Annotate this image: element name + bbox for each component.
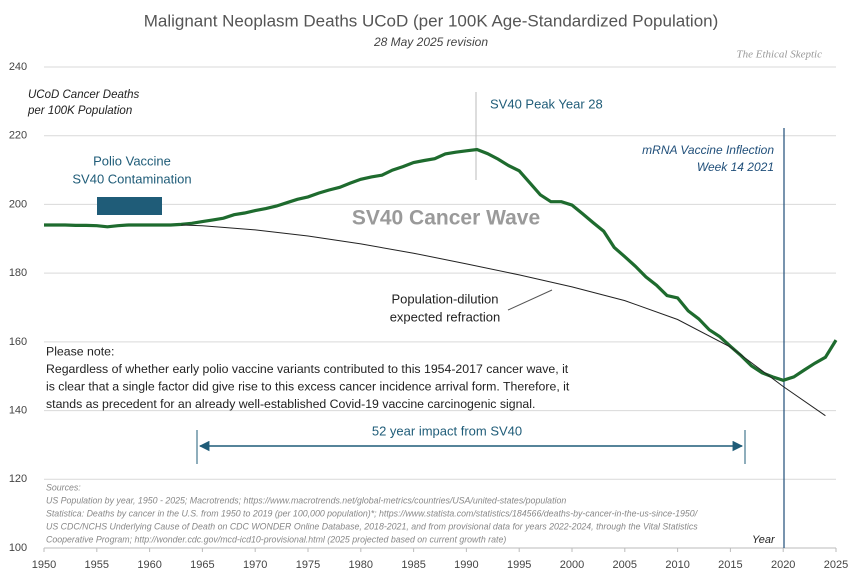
x-tick-label: 1985 [401, 559, 425, 571]
y-tick-label: 140 [9, 404, 27, 416]
annotation: SV40 Cancer Wave [352, 207, 540, 230]
note-line: stands as precedent for an already well-… [46, 397, 535, 411]
x-axis-label: Year [752, 534, 776, 546]
y-tick-label: 240 [9, 61, 27, 73]
watermark: The Ethical Skeptic [736, 49, 822, 61]
annotation: mRNA Vaccine Inflection [642, 143, 774, 157]
note-line: Regardless of whether early polio vaccin… [46, 362, 569, 376]
source-line: US CDC/NCHS Underlying Cause of Death on… [46, 521, 698, 531]
chart-title: Malignant Neoplasm Deaths UCoD (per 100K… [144, 11, 719, 30]
x-tick-label: 2015 [718, 559, 742, 571]
y-tick-label: 100 [9, 542, 27, 554]
x-tick-label: 2000 [560, 559, 584, 571]
y-tick-label: 220 [9, 130, 27, 142]
annotation: 52 year impact from SV40 [372, 423, 522, 438]
x-tick-label: 1950 [32, 559, 56, 571]
series-line [44, 147, 838, 382]
source-line: US Population by year, 1950 - 2025; Macr… [46, 495, 566, 505]
source-line: Statistica: Deaths by cancer in the U.S.… [46, 508, 699, 518]
y-axis-label: UCoD Cancer Deaths [28, 89, 139, 101]
x-tick-label: 1975 [296, 559, 320, 571]
annotation: SV40 Peak Year 28 [490, 96, 603, 111]
y-tick-label: 160 [9, 336, 27, 348]
source-line: Cooperative Program; http://wonder.cdc.g… [46, 534, 506, 544]
y-tick-label: 180 [9, 267, 27, 279]
polio-box [97, 197, 162, 215]
x-tick-label: 1970 [243, 559, 267, 571]
x-tick-label: 2020 [771, 559, 795, 571]
x-tick-label: 2025 [824, 559, 848, 571]
annotation: Week 14 2021 [697, 160, 774, 174]
source-line: Sources: [46, 482, 81, 492]
chart-subtitle: 28 May 2025 revision [373, 35, 488, 49]
y-axis-label: per 100K Population [27, 105, 132, 117]
annotation: SV40 Contamination [72, 171, 191, 186]
x-tick-label: 1990 [454, 559, 478, 571]
x-tick-label: 2010 [665, 559, 689, 571]
x-tick-label: 2005 [613, 559, 637, 571]
annotation: expected refraction [390, 309, 501, 324]
note-line: is clear that a single factor did give r… [46, 379, 570, 393]
dilution-pointer [507, 289, 553, 311]
x-tick-label: 1960 [137, 559, 161, 571]
annotation: Population-dilution [392, 291, 499, 306]
x-tick-label: 1965 [190, 559, 214, 571]
y-tick-label: 200 [9, 198, 27, 210]
x-tick-label: 1995 [507, 559, 531, 571]
note-line: Please note: [46, 344, 114, 358]
y-tick-label: 120 [9, 473, 27, 485]
x-tick-label: 1980 [349, 559, 373, 571]
annotation: Polio Vaccine [93, 153, 171, 168]
x-tick-label: 1955 [85, 559, 109, 571]
series-line [181, 224, 826, 417]
